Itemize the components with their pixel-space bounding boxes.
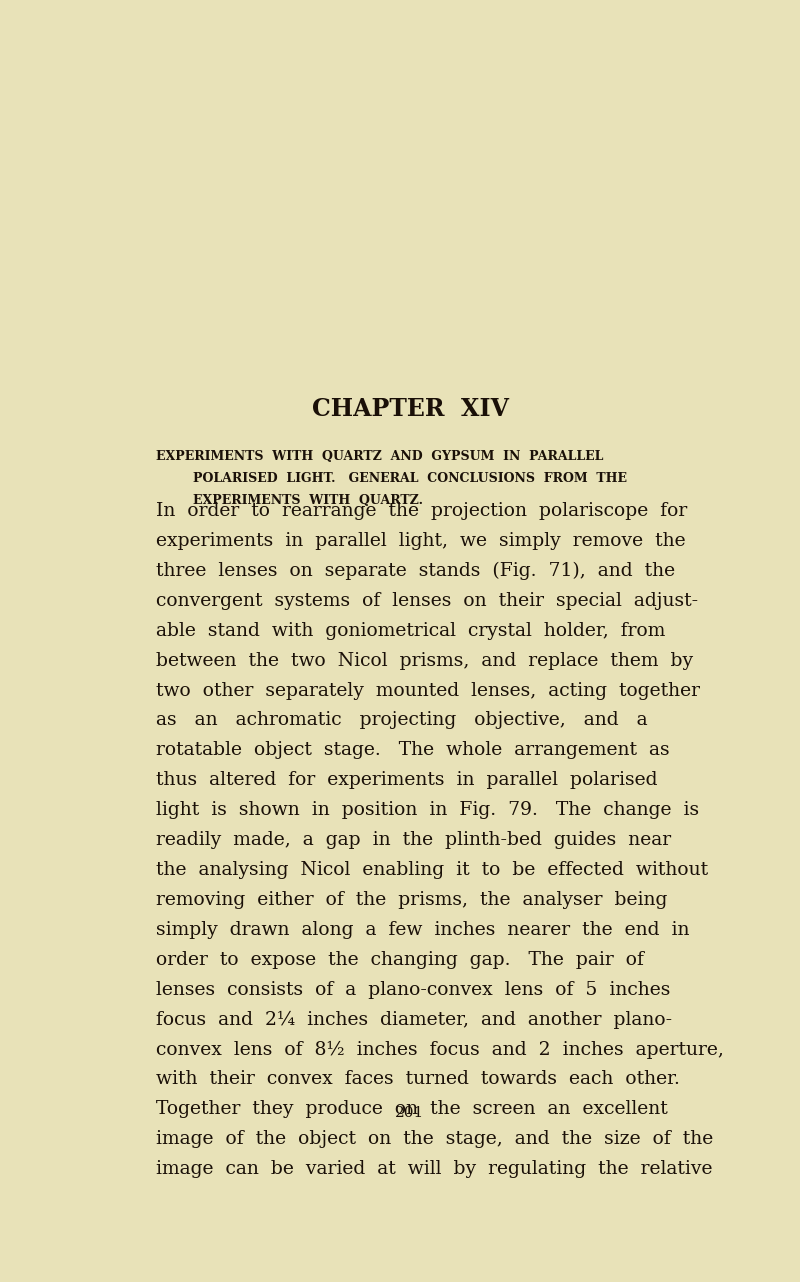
Text: POLARISED  LIGHT.   GENERAL  CONCLUSIONS  FROM  THE: POLARISED LIGHT. GENERAL CONCLUSIONS FRO… [193, 472, 627, 485]
Text: image  of  the  object  on  the  stage,  and  the  size  of  the: image of the object on the stage, and th… [156, 1131, 713, 1149]
Text: light  is  shown  in  position  in  Fig.  79.   The  change  is: light is shown in position in Fig. 79. T… [156, 801, 699, 819]
Text: two  other  separately  mounted  lenses,  acting  together: two other separately mounted lenses, act… [156, 682, 700, 700]
Text: readily  made,  a  gap  in  the  plinth-bed  guides  near: readily made, a gap in the plinth-bed gu… [156, 831, 671, 849]
Text: as   an   achromatic   projecting   objective,   and   a: as an achromatic projecting objective, a… [156, 712, 647, 729]
Text: rotatable  object  stage.   The  whole  arrangement  as: rotatable object stage. The whole arrang… [156, 741, 670, 759]
Text: with  their  convex  faces  turned  towards  each  other.: with their convex faces turned towards e… [156, 1070, 680, 1088]
Text: focus  and  2¼  inches  diameter,  and  another  plano-: focus and 2¼ inches diameter, and anothe… [156, 1010, 672, 1028]
Text: able  stand  with  goniometrical  crystal  holder,  from: able stand with goniometrical crystal ho… [156, 622, 665, 640]
Text: CHAPTER  XIV: CHAPTER XIV [311, 397, 509, 422]
Text: 201: 201 [395, 1106, 425, 1120]
Text: the  analysing  Nicol  enabling  it  to  be  effected  without: the analysing Nicol enabling it to be ef… [156, 862, 708, 879]
Text: convex  lens  of  8½  inches  focus  and  2  inches  aperture,: convex lens of 8½ inches focus and 2 inc… [156, 1041, 724, 1059]
Text: between  the  two  Nicol  prisms,  and  replace  them  by: between the two Nicol prisms, and replac… [156, 651, 693, 669]
Text: EXPERIMENTS  WITH  QUARTZ.: EXPERIMENTS WITH QUARTZ. [193, 495, 423, 508]
Text: image  can  be  varied  at  will  by  regulating  the  relative: image can be varied at will by regulatin… [156, 1160, 712, 1178]
Text: thus  altered  for  experiments  in  parallel  polarised: thus altered for experiments in parallel… [156, 772, 658, 790]
Text: removing  either  of  the  prisms,  the  analyser  being: removing either of the prisms, the analy… [156, 891, 667, 909]
Text: convergent  systems  of  lenses  on  their  special  adjust-: convergent systems of lenses on their sp… [156, 592, 698, 610]
Text: order  to  expose  the  changing  gap.   The  pair  of: order to expose the changing gap. The pa… [156, 951, 644, 969]
Text: three  lenses  on  separate  stands  (Fig.  71),  and  the: three lenses on separate stands (Fig. 71… [156, 562, 675, 579]
Text: experiments  in  parallel  light,  we  simply  remove  the: experiments in parallel light, we simply… [156, 532, 686, 550]
Text: In  order  to  rearrange  the  projection  polariscope  for: In order to rearrange the projection pol… [156, 503, 687, 520]
Text: simply  drawn  along  a  few  inches  nearer  the  end  in: simply drawn along a few inches nearer t… [156, 920, 690, 938]
Text: lenses  consists  of  a  plano-convex  lens  of  5  inches: lenses consists of a plano-convex lens o… [156, 981, 670, 999]
Text: EXPERIMENTS  WITH  QUARTZ  AND  GYPSUM  IN  PARALLEL: EXPERIMENTS WITH QUARTZ AND GYPSUM IN PA… [156, 450, 603, 463]
Text: Together  they  produce  on  the  screen  an  excellent: Together they produce on the screen an e… [156, 1100, 667, 1118]
